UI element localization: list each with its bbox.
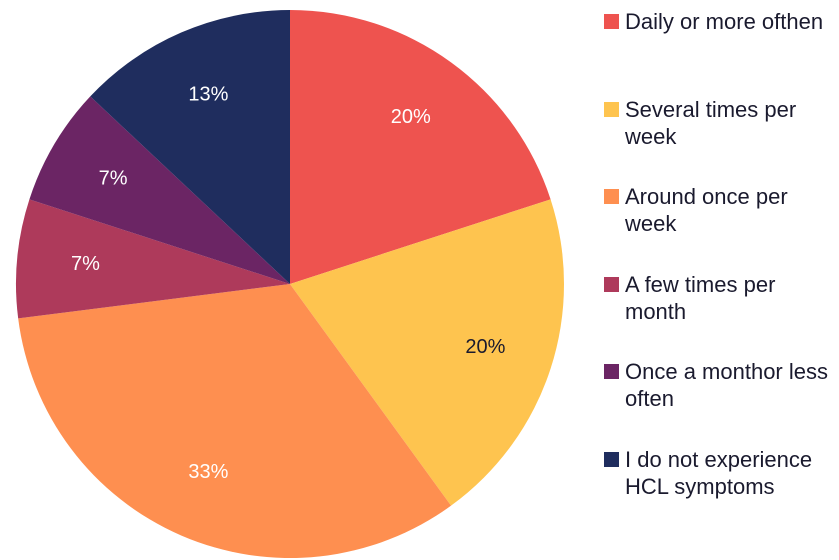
legend-item: I do not experience HCL symptoms	[604, 446, 830, 500]
legend-label: Around once per week	[625, 184, 788, 236]
legend-label: Daily or more ofthen	[625, 9, 824, 34]
legend-swatch	[604, 364, 619, 379]
legend-swatch	[604, 14, 619, 29]
data-label: 20%	[465, 336, 505, 358]
legend-label: I do not experience HCL symptoms	[625, 446, 813, 499]
legend-swatch	[604, 189, 619, 204]
data-label: 7%	[71, 253, 100, 275]
pie-slice	[290, 199, 564, 506]
legend-item: A few times per month	[604, 271, 830, 325]
legend-item: Around once per week	[604, 183, 830, 237]
data-label: 33%	[188, 461, 228, 483]
pie-slice	[18, 284, 452, 558]
legend-swatch	[604, 451, 619, 467]
legend-swatch	[604, 101, 619, 117]
legend-label: Several times per week	[625, 96, 797, 149]
data-label: 13%	[188, 84, 228, 106]
pie-slice	[90, 10, 290, 284]
pie-slice	[15, 199, 290, 319]
chart: 20% 20% 33% 7% 7% 13%	[15, 10, 564, 558]
legend-item: Several times per week	[604, 96, 830, 150]
legend-item: Once a monthor less often	[604, 358, 830, 412]
pie-slice	[290, 10, 551, 284]
data-label: 7%	[99, 168, 128, 190]
data-label: 20%	[391, 106, 431, 128]
pie-slice	[29, 96, 290, 285]
legend-label: Once a monthor less often	[625, 359, 828, 411]
legend-label: A few times per month	[625, 271, 776, 324]
legend-swatch	[604, 276, 619, 292]
legend-item: Daily or more ofthen	[604, 8, 830, 35]
